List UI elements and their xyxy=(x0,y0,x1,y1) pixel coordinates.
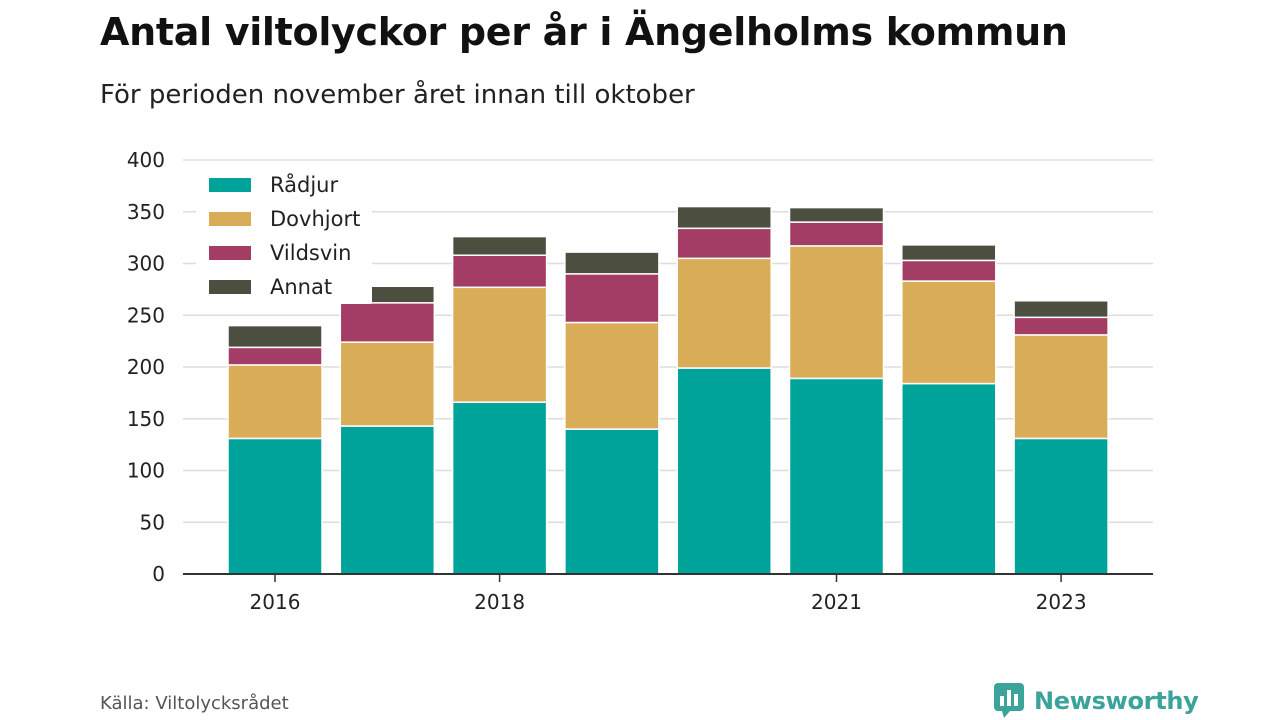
bar-segment-rådjur xyxy=(227,437,323,575)
bar-segment-rådjur xyxy=(451,401,548,575)
x-tick-label: 2023 xyxy=(1036,590,1087,614)
y-tick-label: 400 xyxy=(127,148,165,172)
legend-swatch xyxy=(209,246,251,260)
y-tick-label: 350 xyxy=(127,200,165,224)
bar-chart-speech-bubble-icon xyxy=(994,683,1024,718)
y-tick-label: 0 xyxy=(152,562,165,586)
brand-name: Newsworthy xyxy=(1034,687,1199,715)
bar-segment-vildsvin xyxy=(451,254,548,289)
bar-segment-rådjur xyxy=(676,367,772,575)
legend-label: Rådjur xyxy=(270,172,338,197)
bar-segment-annat xyxy=(451,235,548,256)
x-tick-label: 2021 xyxy=(811,590,862,614)
bar-segment-rådjur xyxy=(788,377,885,575)
bar-segment-annat xyxy=(1013,300,1109,319)
bars xyxy=(227,205,1109,575)
bar-segment-rådjur xyxy=(564,428,660,575)
bar-segment-dovhjort xyxy=(788,245,885,380)
x-tick-label: 2016 xyxy=(250,590,301,614)
bar-segment-annat xyxy=(227,324,323,349)
source-note: Källa: Viltolycksrådet xyxy=(100,693,289,714)
chart-subtitle: För perioden november året innan till ok… xyxy=(100,80,695,110)
y-tick-label: 300 xyxy=(127,252,165,276)
bar-segment-vildsvin xyxy=(564,273,660,324)
bar-segment-vildsvin xyxy=(788,221,885,247)
legend-label: Annat xyxy=(270,275,332,299)
bar-segment-dovhjort xyxy=(339,341,436,427)
bar-segment-rådjur xyxy=(1013,437,1109,575)
legend-label: Dovhjort xyxy=(270,207,360,231)
x-axis: 2016 2018 2021 2023 xyxy=(183,573,1153,614)
bar-segment-dovhjort xyxy=(227,364,323,440)
bar-segment-rådjur xyxy=(901,382,997,575)
bar-segment-annat xyxy=(901,244,997,262)
bar-segment-annat xyxy=(676,205,772,230)
bar-segment-dovhjort xyxy=(564,321,660,430)
bar-segment-dovhjort xyxy=(901,280,997,385)
legend-swatch xyxy=(209,280,251,294)
bar-segment-dovhjort xyxy=(676,257,772,369)
legend: Rådjur Dovhjort Vildsvin Annat xyxy=(196,166,372,304)
stacked-bar-chart: 0 50 100 150 200 250 300 350 400 2016 2018 2021 202… xyxy=(127,148,1153,614)
bar-segment-vildsvin xyxy=(901,259,997,282)
bar-segment-dovhjort xyxy=(451,286,548,403)
brand-logo: Newsworthy xyxy=(994,683,1199,719)
y-tick-label: 150 xyxy=(127,407,165,431)
legend-swatch xyxy=(209,212,251,226)
y-tick-label: 100 xyxy=(127,459,165,483)
legend-background xyxy=(196,166,372,304)
y-tick-label: 250 xyxy=(127,303,165,327)
bar-segment-rådjur xyxy=(339,425,436,575)
bar-segment-dovhjort xyxy=(1013,334,1109,440)
legend-label: Vildsvin xyxy=(270,241,351,265)
x-tick-label: 2018 xyxy=(474,590,525,614)
chart-title: Antal viltolyckor per år i Ängelholms ko… xyxy=(100,10,1068,54)
bar-segment-vildsvin xyxy=(227,346,323,366)
y-axis-ticks: 0 50 100 150 200 250 300 350 400 xyxy=(127,148,165,586)
bar-segment-vildsvin xyxy=(339,302,436,343)
bar-segment-vildsvin xyxy=(676,227,772,260)
bar-segment-annat xyxy=(564,251,660,275)
bar-segment-annat xyxy=(788,206,885,223)
y-tick-label: 200 xyxy=(127,355,165,379)
bar-segment-vildsvin xyxy=(1013,316,1109,336)
legend-swatch xyxy=(209,178,251,192)
y-tick-label: 50 xyxy=(140,510,165,534)
